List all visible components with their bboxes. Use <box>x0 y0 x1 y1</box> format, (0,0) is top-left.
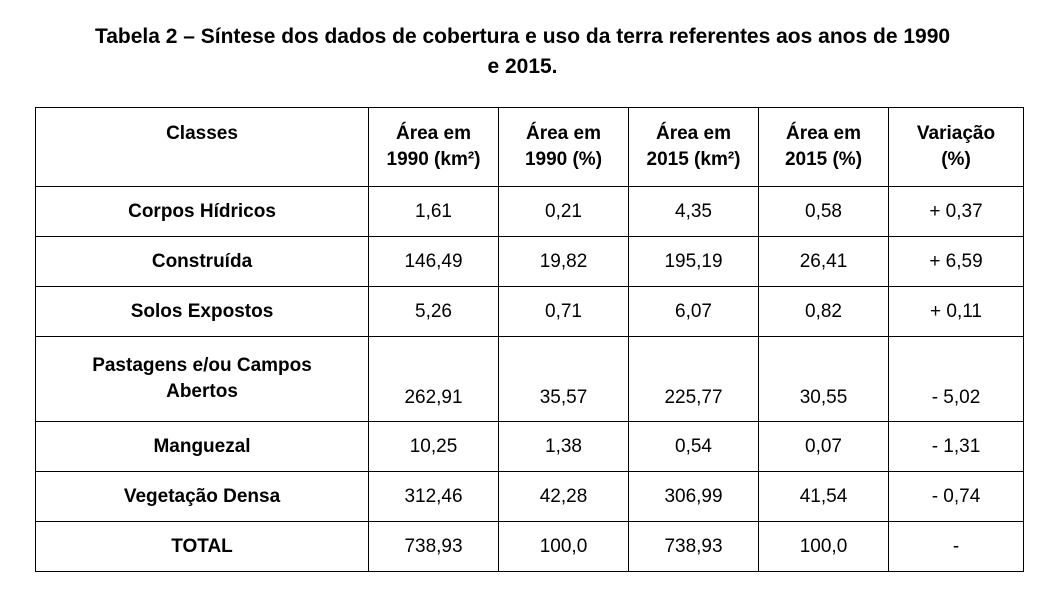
cell-variacao: - <box>888 521 1024 572</box>
cell-variacao: + 0,11 <box>888 286 1024 337</box>
header-area-2015-km2-line2: 2015 (km²) <box>646 149 741 170</box>
cell-area-2015-pct: 41,54 <box>758 471 889 522</box>
cell-area-2015-pct: 0,82 <box>758 286 889 337</box>
cell-classe: Solos Expostos <box>35 286 369 337</box>
cell-classe: TOTAL <box>35 521 369 572</box>
cell-area-1990-km2: 10,25 <box>368 421 499 472</box>
cell-area-2015-km2: 0,54 <box>628 421 759 472</box>
header-area-1990-km2-line1: Área em <box>396 123 471 144</box>
cell-variacao: - 0,74 <box>888 471 1024 522</box>
cell-area-1990-pct: 35,57 <box>498 336 629 422</box>
cell-classe: Vegetação Densa <box>35 471 369 522</box>
cell-area-1990-km2: 146,49 <box>368 236 499 287</box>
header-variation-line1: Variação <box>916 123 996 144</box>
header-area-2015-pct-line2: 2015 (%) <box>784 149 863 170</box>
cell-classe: Pastagens e/ou Campos Abertos <box>35 336 369 422</box>
table-row-manguezal: Manguezal 10,25 1,38 0,54 0,07 - 1,31 <box>35 421 1024 472</box>
cell-area-2015-km2: 195,19 <box>628 236 759 287</box>
table-row-pastagens: Pastagens e/ou Campos Abertos 262,91 35,… <box>35 336 1024 422</box>
table-row-vegetacao-densa: Vegetação Densa 312,46 42,28 306,99 41,5… <box>35 471 1024 522</box>
header-variation: Variação (%) <box>888 107 1024 187</box>
cell-area-1990-km2: 738,93 <box>368 521 499 572</box>
cell-area-2015-km2: 738,93 <box>628 521 759 572</box>
cell-classe-line1: Pastagens e/ou Campos <box>92 355 312 376</box>
cell-area-2015-pct: 100,0 <box>758 521 889 572</box>
table-caption: Tabela 2 – Síntese dos dados de cobertur… <box>20 22 1025 82</box>
header-variation-line2: (%) <box>941 149 971 170</box>
cell-area-2015-km2: 225,77 <box>628 336 759 422</box>
cell-variacao: + 6,59 <box>888 236 1024 287</box>
cell-variacao: - 5,02 <box>888 336 1024 422</box>
cell-variacao: - 1,31 <box>888 421 1024 472</box>
cell-area-2015-km2: 306,99 <box>628 471 759 522</box>
cell-area-1990-km2: 1,61 <box>368 186 499 237</box>
header-area-1990-pct-line2: 1990 (%) <box>524 149 603 170</box>
cell-area-1990-km2: 312,46 <box>368 471 499 522</box>
cell-area-1990-pct: 1,38 <box>498 421 629 472</box>
cell-area-1990-pct: 0,21 <box>498 186 629 237</box>
header-area-2015-pct: Área em 2015 (%) <box>758 107 889 187</box>
cell-area-1990-km2: 5,26 <box>368 286 499 337</box>
header-area-1990-km2: Área em 1990 (km²) <box>368 107 499 187</box>
table-row-construida: Construída 146,49 19,82 195,19 26,41 + 6… <box>35 236 1024 287</box>
cell-area-2015-pct: 30,55 <box>758 336 889 422</box>
cell-area-1990-pct: 19,82 <box>498 236 629 287</box>
table-row-total: TOTAL 738,93 100,0 738,93 100,0 - <box>35 521 1024 572</box>
cell-area-2015-pct: 0,58 <box>758 186 889 237</box>
caption-line-2: e 2015. <box>487 55 558 78</box>
header-row: Classes Área em 1990 (km²) Área em 1990 … <box>35 107 1024 187</box>
header-area-1990-pct: Área em 1990 (%) <box>498 107 629 187</box>
cell-area-1990-pct: 42,28 <box>498 471 629 522</box>
cell-area-2015-km2: 6,07 <box>628 286 759 337</box>
cell-area-1990-pct: 0,71 <box>498 286 629 337</box>
header-classes: Classes <box>35 107 369 187</box>
cell-classe: Manguezal <box>35 421 369 472</box>
header-classes-label: Classes <box>166 123 238 144</box>
cell-classe: Construída <box>35 236 369 287</box>
cell-classe: Corpos Hídricos <box>35 186 369 237</box>
land-cover-table: Classes Área em 1990 (km²) Área em 1990 … <box>35 107 1024 572</box>
cell-area-1990-pct: 100,0 <box>498 521 629 572</box>
header-area-2015-pct-line1: Área em <box>786 123 861 144</box>
header-area-2015-km2: Área em 2015 (km²) <box>628 107 759 187</box>
cell-area-2015-pct: 26,41 <box>758 236 889 287</box>
cell-area-2015-km2: 4,35 <box>628 186 759 237</box>
cell-classe-line2: Abertos <box>166 381 238 402</box>
header-area-2015-km2-line1: Área em <box>656 123 731 144</box>
cell-area-1990-km2: 262,91 <box>368 336 499 422</box>
caption-line-1: Tabela 2 – Síntese dos dados de cobertur… <box>94 25 951 48</box>
table-row-corpos-hidricos: Corpos Hídricos 1,61 0,21 4,35 0,58 + 0,… <box>35 186 1024 237</box>
header-area-1990-pct-line1: Área em <box>526 123 601 144</box>
cell-area-2015-pct: 0,07 <box>758 421 889 472</box>
table-row-solos-expostos: Solos Expostos 5,26 0,71 6,07 0,82 + 0,1… <box>35 286 1024 337</box>
header-area-1990-km2-line2: 1990 (km²) <box>386 149 481 170</box>
cell-variacao: + 0,37 <box>888 186 1024 237</box>
